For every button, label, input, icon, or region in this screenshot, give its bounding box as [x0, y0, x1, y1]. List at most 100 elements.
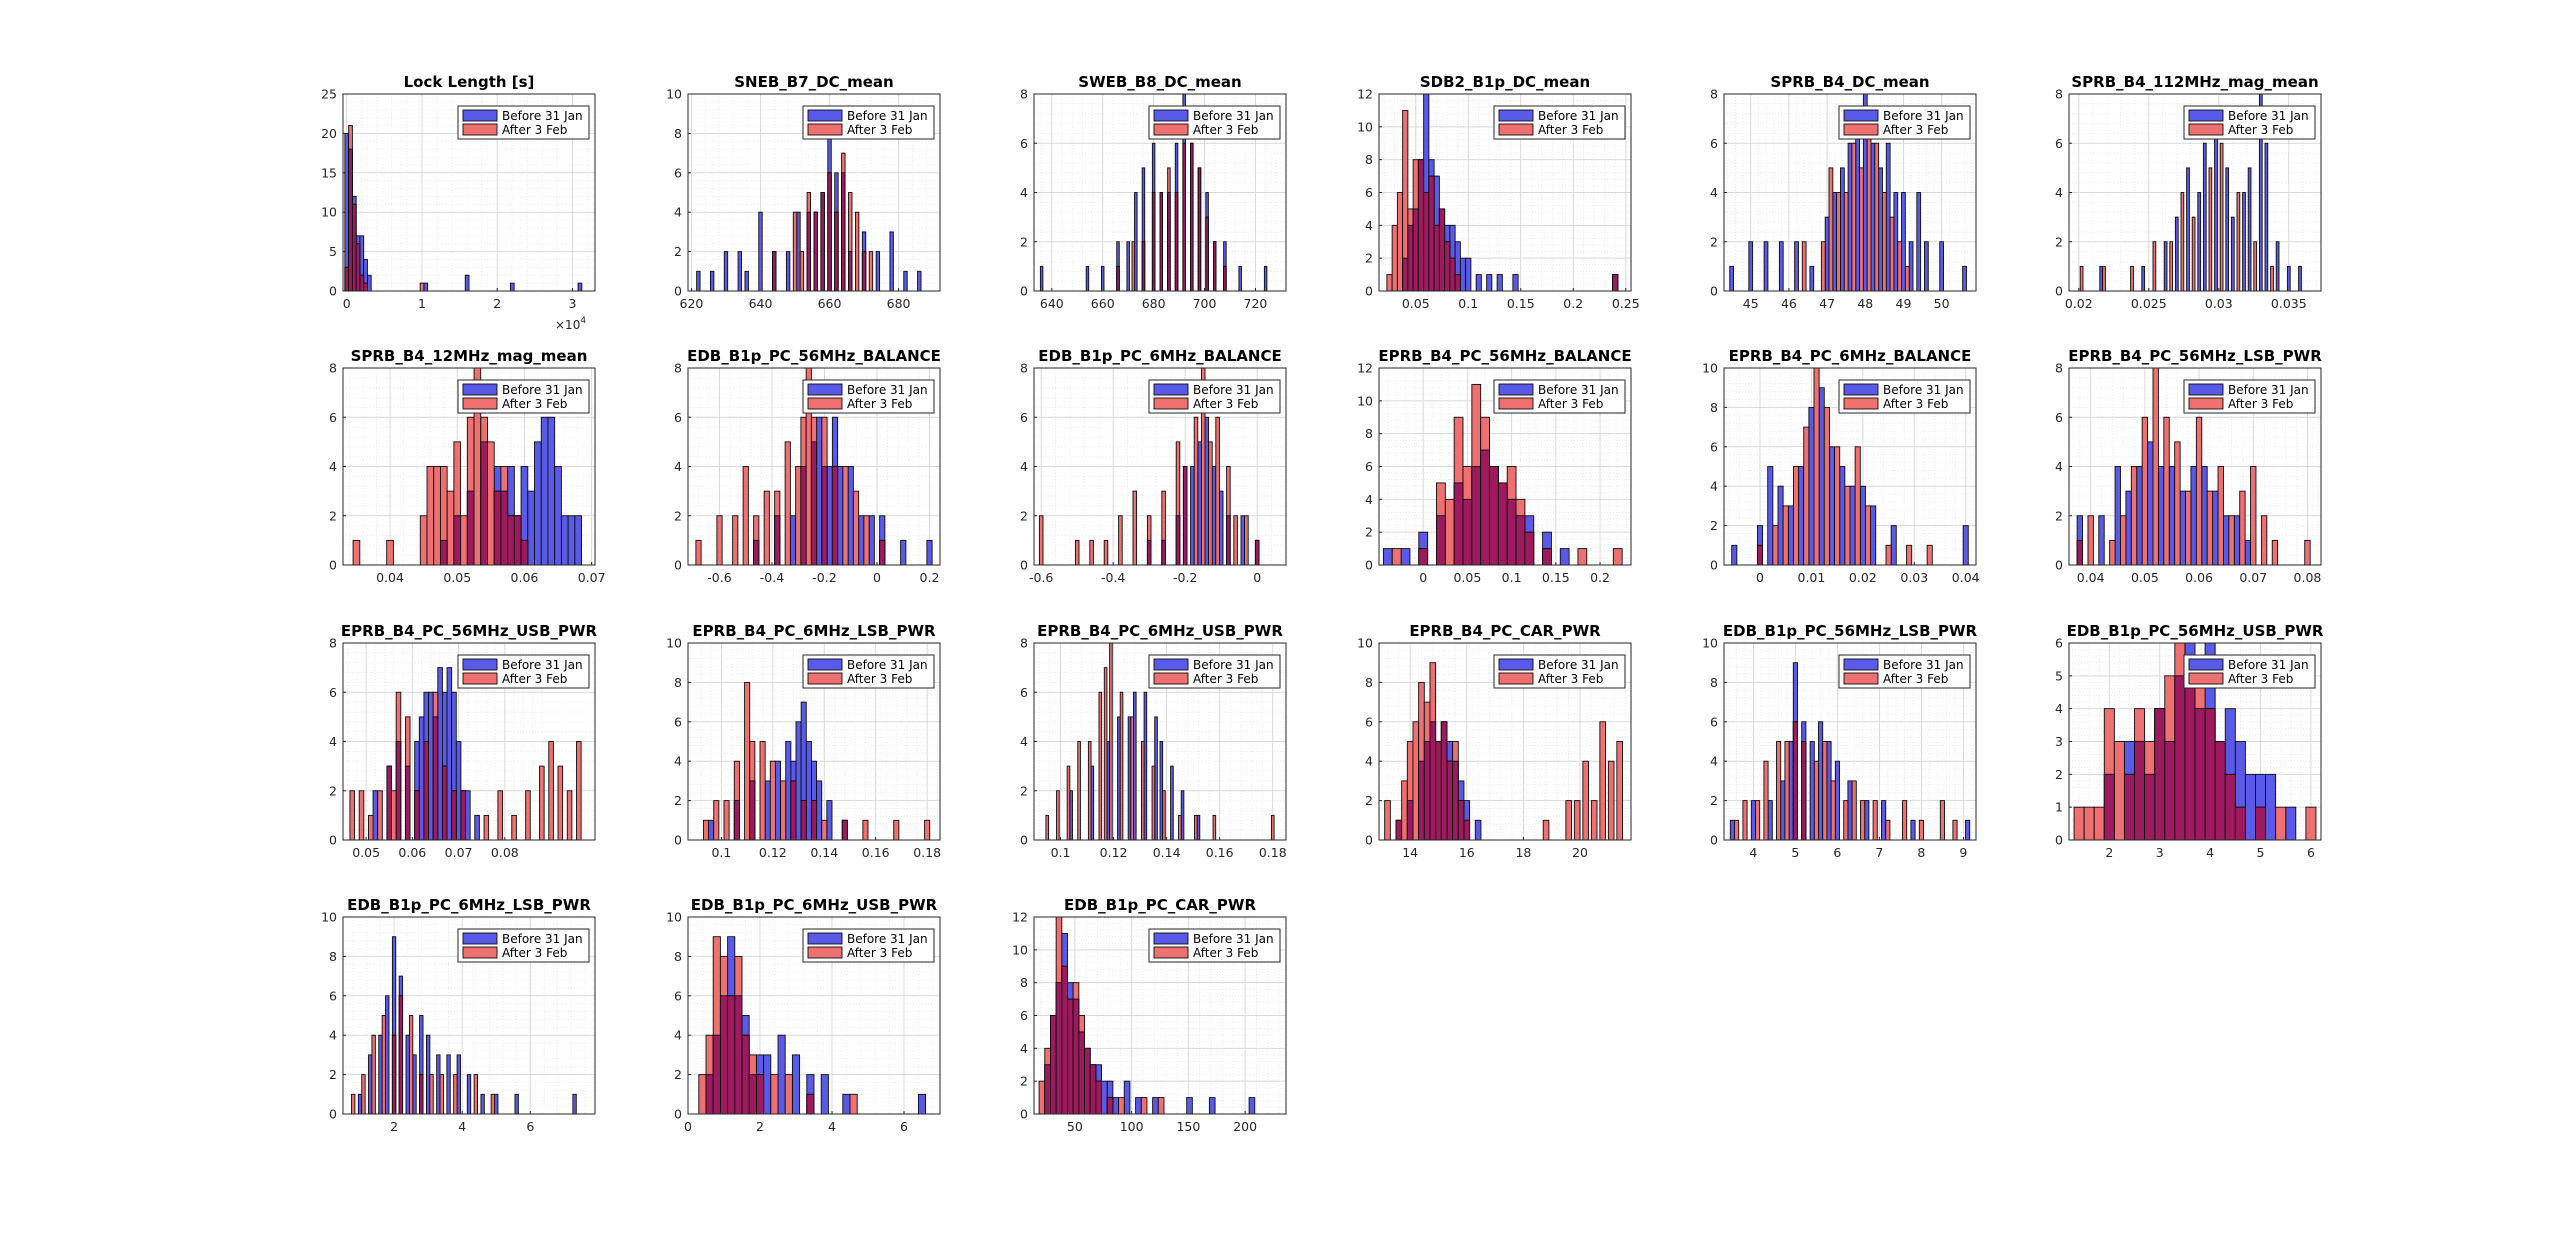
axes-box [342, 93, 596, 292]
bar-before [464, 274, 470, 292]
y-tick-label: 10 [1357, 119, 1373, 134]
bar-after [1904, 265, 1910, 292]
y-tick-label: 2 [1365, 251, 1373, 266]
axes-box [687, 642, 941, 841]
bar-overlap [1174, 192, 1179, 292]
bar-overlap [432, 716, 439, 841]
legend-label-after: After 3 Feb [847, 946, 912, 960]
y-tick-label: 4 [674, 754, 682, 769]
bar-after [2304, 539, 2311, 566]
bar-before [1123, 1080, 1131, 1115]
bar-before [366, 274, 372, 292]
bar-after [854, 211, 860, 292]
bar-before [509, 282, 515, 292]
bar-before [540, 416, 549, 566]
legend-label-before: Before 31 Jan [847, 658, 928, 672]
y-tick-label: 2 [1710, 234, 1718, 249]
bar-before [2212, 490, 2219, 566]
y-tick-label: 2 [1710, 518, 1718, 533]
bar-overlap [2076, 539, 2083, 566]
bar-overlap [2144, 773, 2156, 841]
y-tick-label: 2 [1020, 234, 1028, 249]
legend-label-before: Before 31 Jan [502, 109, 583, 123]
axes-box [2068, 93, 2322, 292]
legend-swatch-before [1498, 658, 1534, 671]
legend-label-after: After 3 Feb [502, 397, 567, 411]
y-tick-label: 2 [1020, 1074, 1028, 1089]
bar-before [1924, 241, 1929, 292]
y-tick-label: 8 [1710, 87, 1718, 102]
bar-after [1151, 765, 1156, 841]
legend-swatch-after [1153, 123, 1189, 136]
bar-after [453, 1074, 458, 1115]
bar-before [791, 1054, 801, 1115]
x-tick-label: -0.4 [1101, 570, 1125, 585]
bar-overlap [1436, 515, 1446, 566]
bar-after [1843, 192, 1849, 292]
legend-label-before: Before 31 Jan [502, 383, 583, 397]
bar-overlap [1497, 482, 1508, 566]
histogram-panel: 0 2 4 6 8 -0.6 -0.4 -0.2 0 EDB_B1p_PC_6MHz_BALANC… [1020, 347, 1287, 585]
x-tick-label: 6 [1833, 845, 1841, 860]
legend-swatch-before [1498, 383, 1534, 396]
y-tick-label: 8 [1365, 152, 1373, 167]
bar-after [358, 790, 365, 841]
bar-after [1178, 814, 1182, 841]
bar-before [2125, 490, 2132, 566]
legend-swatch-before [1153, 932, 1189, 945]
legend-label-before: Before 31 Jan [2228, 658, 2309, 672]
panel-title: EDB_B1p_PC_56MHz_BALANCE [687, 347, 941, 365]
bar-overlap [1213, 241, 1217, 292]
axes-box [1033, 367, 1287, 566]
bar-before [875, 251, 881, 292]
x-tick-label: 20 [1572, 845, 1588, 860]
bar-overlap [398, 995, 404, 1115]
y-tick-label: 4 [1365, 492, 1373, 507]
bar-after [371, 1034, 376, 1115]
legend-label-after: After 3 Feb [502, 672, 567, 686]
bar-after [1396, 192, 1404, 292]
bar-before [696, 270, 701, 292]
x-tick-label: 2 [756, 1119, 764, 1134]
x-tick-label: 0.1 [1051, 845, 1071, 860]
bar-before [2174, 216, 2179, 292]
bar-before [2186, 167, 2190, 292]
bar-before [1459, 257, 1467, 292]
x-tick-label: 0.05 [443, 570, 471, 585]
legend-swatch-after [1153, 397, 1189, 410]
panel-title: EDB_B1p_PC_6MHz_USB_PWR [691, 896, 938, 914]
bar-before [2242, 192, 2246, 292]
bar-before [480, 1093, 485, 1115]
legend-swatch-before [2188, 658, 2224, 671]
bar-after [2305, 806, 2317, 841]
bar-overlap [1438, 208, 1446, 292]
histogram-panel: 0 2 4 6 8 10 0 2 4 6 EDB_B1p_PC_6MHz_USB_PWR Before… [666, 896, 941, 1134]
bar-after [1103, 539, 1109, 566]
bar-overlap [1792, 721, 1798, 841]
bar-after [1131, 241, 1135, 292]
y-tick-label: 8 [1710, 400, 1718, 415]
axes-box [1033, 642, 1287, 841]
bar-before [1039, 265, 1044, 292]
bar-before [2141, 265, 2146, 292]
bar-after [2087, 515, 2094, 566]
y-tick-label: 20 [321, 126, 337, 141]
legend-swatch-before [462, 383, 498, 396]
bar-before [1808, 406, 1815, 566]
x-tick-label: 0 [1756, 570, 1764, 585]
bar-after [1742, 800, 1748, 841]
legend-label-before: Before 31 Jan [847, 932, 928, 946]
panel-title: EPRB_B4_PC_6MHz_USB_PWR [1037, 622, 1283, 640]
x-tick-label: 640 [749, 296, 773, 311]
y-tick-label: 8 [1020, 361, 1028, 376]
bar-after [1089, 539, 1094, 566]
bar-overlap [834, 211, 839, 292]
bar-before [1218, 490, 1224, 566]
bar-before [1211, 466, 1217, 566]
x-tick-label: 0.03 [2205, 296, 2233, 311]
x-tick-label: 0.08 [2294, 570, 2322, 585]
bar-after [2208, 167, 2213, 292]
bar-after [497, 790, 503, 841]
bar-overlap [2154, 708, 2166, 841]
